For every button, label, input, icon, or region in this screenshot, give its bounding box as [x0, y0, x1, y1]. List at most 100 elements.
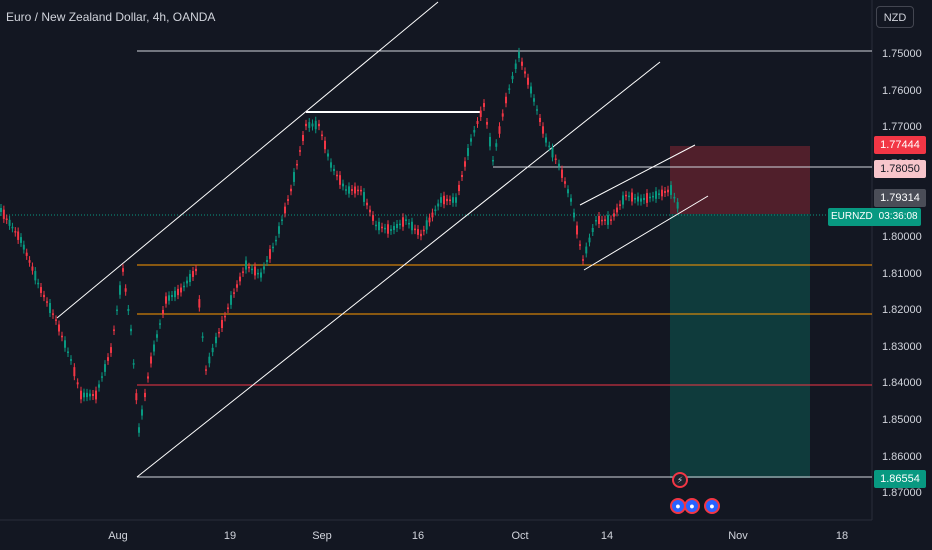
- candle-body: [201, 336, 204, 338]
- candle-body: [275, 239, 277, 242]
- candle-body: [508, 88, 511, 90]
- candle-body: [634, 197, 636, 200]
- time-tick-label: 19: [223, 530, 237, 542]
- candle-body: [595, 219, 597, 222]
- flag-icon[interactable]: ●: [684, 498, 700, 514]
- candle-body: [351, 189, 353, 191]
- candle-body: [461, 174, 463, 178]
- stop-loss-zone[interactable]: [670, 146, 810, 214]
- candle-body: [211, 347, 214, 353]
- candle-body: [495, 143, 498, 147]
- candle-body: [37, 282, 40, 285]
- candle-body: [14, 231, 17, 233]
- wedge-upper-line[interactable]: [579, 144, 696, 206]
- candle-body: [613, 213, 615, 217]
- candle-body: [417, 229, 419, 235]
- candle-body: [369, 209, 371, 213]
- candle-body: [296, 163, 298, 166]
- candle-body: [458, 184, 460, 192]
- candle-body: [208, 356, 211, 364]
- candle-body: [171, 295, 173, 297]
- candle-body: [245, 260, 247, 270]
- time-tick-label: 14: [600, 530, 614, 542]
- candle-body: [89, 393, 91, 397]
- candle-body: [387, 224, 389, 234]
- candle-body: [542, 126, 544, 134]
- candle-body: [230, 295, 232, 305]
- candle-body: [263, 266, 265, 270]
- candle-body: [479, 110, 482, 117]
- candle-body: [511, 75, 514, 80]
- candle-body: [104, 364, 106, 372]
- wedge-lower-line[interactable]: [583, 195, 709, 271]
- candle-body: [257, 272, 259, 275]
- candle-body: [40, 287, 42, 293]
- candle-body: [548, 145, 551, 148]
- current-price-label: 1.79314: [874, 189, 926, 207]
- candle-body: [676, 202, 679, 209]
- candle-body: [428, 217, 431, 223]
- candle-body: [233, 292, 235, 294]
- candle-body: [455, 197, 457, 203]
- price-tick-label: 1.75000: [882, 48, 922, 60]
- currency-button[interactable]: NZD: [876, 6, 914, 28]
- candle-body: [52, 313, 54, 315]
- channel-upper-line[interactable]: [56, 1, 439, 319]
- candle-body: [661, 189, 663, 197]
- candle-body: [378, 221, 380, 231]
- candle-body: [61, 335, 63, 338]
- candle-body: [147, 376, 149, 379]
- lightning-icon[interactable]: ⚡: [672, 472, 688, 488]
- candle-body: [518, 51, 520, 59]
- candle-body: [83, 392, 85, 398]
- candle-body: [342, 183, 344, 187]
- candle-body: [64, 340, 66, 348]
- stop-loss-price-label: 1.77444: [874, 136, 926, 154]
- candle-body: [28, 260, 31, 263]
- candle-body: [227, 307, 229, 309]
- candle-body: [311, 123, 314, 127]
- candle-body: [399, 223, 401, 226]
- take-profit-price-label: 1.86554: [874, 470, 926, 488]
- candle-body: [186, 280, 188, 284]
- candle-body: [345, 189, 347, 191]
- candle-body: [536, 109, 538, 111]
- price-tick-label: 1.82000: [882, 304, 922, 317]
- candle-body: [631, 192, 633, 202]
- take-profit-zone[interactable]: [670, 214, 810, 478]
- candle-body: [396, 223, 398, 229]
- flag-icon[interactable]: ●: [704, 498, 720, 514]
- candle-body: [501, 113, 504, 117]
- candle-body: [607, 215, 609, 225]
- candle-body: [625, 194, 627, 197]
- candle-body: [76, 382, 79, 385]
- candle-body: [628, 195, 630, 198]
- candle-body: [431, 212, 434, 218]
- time-tick-label: 16: [411, 530, 425, 542]
- candle-body: [159, 323, 161, 325]
- candle-body: [567, 189, 569, 194]
- candle-body: [299, 150, 301, 152]
- candle-body: [239, 276, 241, 282]
- candle-body: [408, 222, 410, 225]
- candle-body: [80, 390, 82, 400]
- candle-body: [604, 219, 606, 221]
- time-tick-label: Nov: [728, 530, 748, 542]
- candle-body: [514, 63, 517, 70]
- candle-body: [11, 226, 14, 229]
- candle-body: [135, 393, 138, 401]
- candle-body: [330, 162, 332, 168]
- candle-body: [272, 246, 274, 249]
- candle-body: [67, 351, 69, 353]
- candle-body: [655, 191, 657, 199]
- candle-body: [192, 271, 194, 277]
- channel-lower-line[interactable]: [136, 61, 661, 478]
- candle-body: [156, 334, 158, 338]
- candle-body: [110, 347, 112, 353]
- candle-body: [393, 225, 395, 231]
- price-tick-label: 1.84000: [882, 377, 922, 390]
- candle-body: [130, 328, 132, 332]
- candle-body: [113, 329, 115, 331]
